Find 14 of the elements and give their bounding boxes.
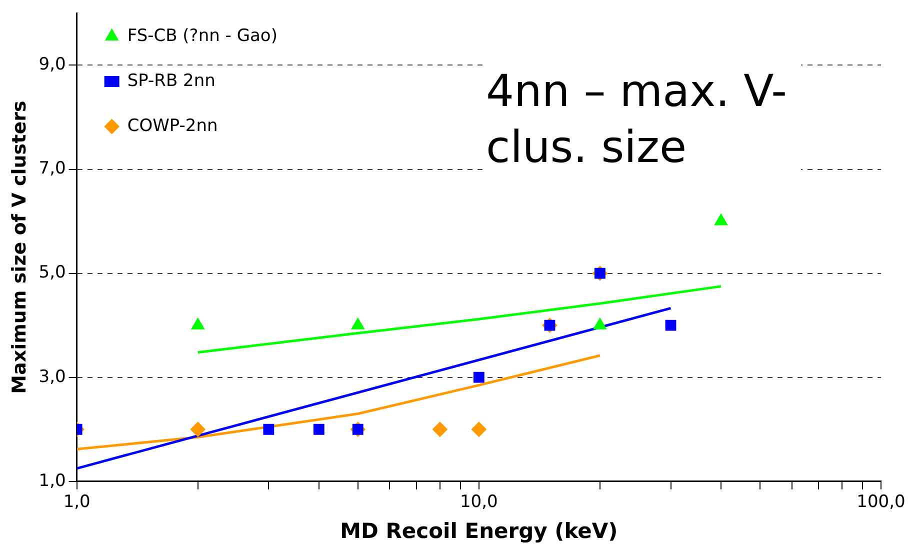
y-tick-label: 5,0 bbox=[38, 262, 66, 283]
legend-label: COWP-2nn bbox=[127, 116, 218, 136]
y-tick-label: 9,0 bbox=[38, 54, 66, 75]
legend-label: SP-RB 2nn bbox=[127, 70, 216, 91]
x-tick-label: 1,0 bbox=[63, 492, 90, 512]
y-tick-label: 7,0 bbox=[38, 158, 66, 179]
annotation: 4nn – max. V-clus. size bbox=[486, 64, 801, 176]
x-axis-title: MD Recoil Energy (keV) bbox=[340, 518, 618, 543]
x-tick-label: 10,0 bbox=[460, 492, 498, 512]
y-tick-label: 1,0 bbox=[38, 470, 66, 491]
x-tick-label: 100,0 bbox=[856, 492, 906, 512]
y-tick-label: 3,0 bbox=[38, 366, 66, 387]
y-axis-title: Maximum size of V clusters bbox=[8, 100, 30, 394]
legend-label: FS-CB (?nn - Gao) bbox=[127, 26, 278, 46]
